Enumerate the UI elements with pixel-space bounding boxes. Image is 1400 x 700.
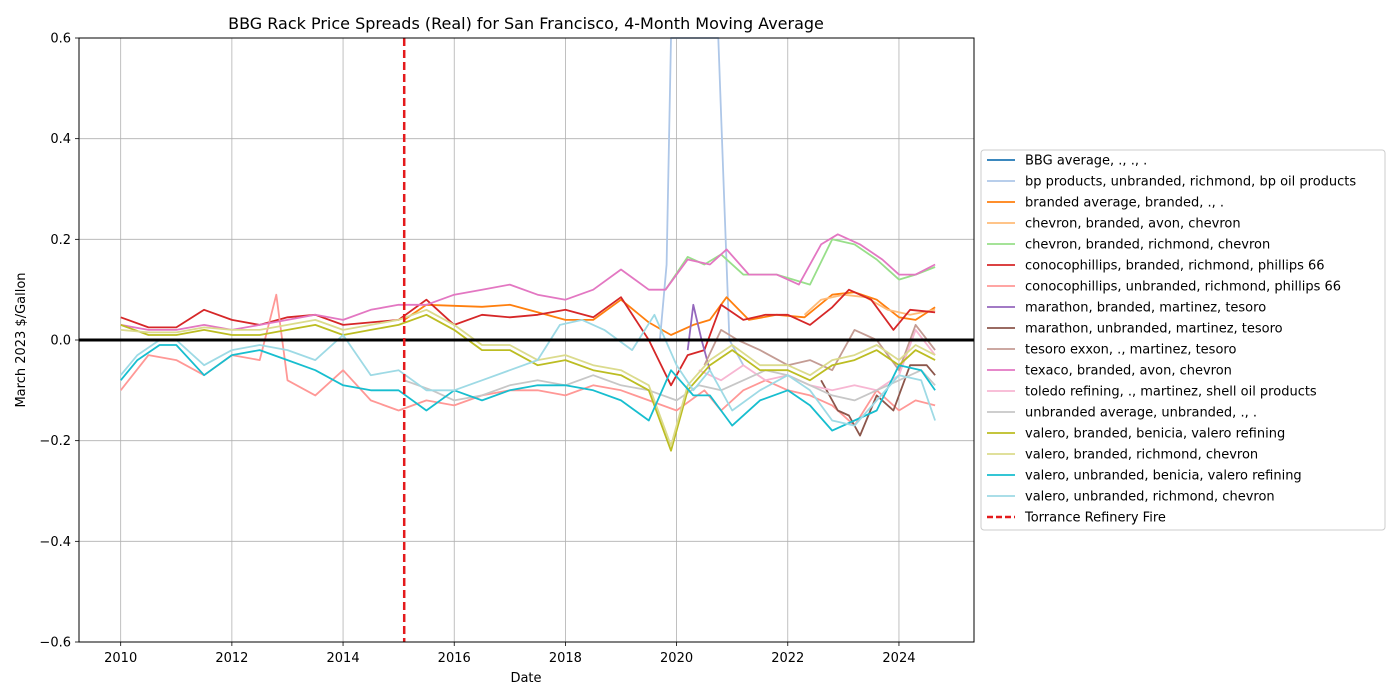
series-line: [120, 308, 936, 447]
series-line: [120, 313, 936, 452]
legend-label: valero, branded, benicia, valero refinin…: [1025, 427, 1285, 442]
legend-label: conocophillips, unbranded, richmond, phi…: [1025, 280, 1341, 295]
legend: BBG average, ., ., . bp products, unbrand…: [980, 149, 1386, 531]
legend-box: [980, 149, 1386, 531]
x-tick-label: 2022: [771, 651, 804, 666]
series-line: [119, 293, 936, 427]
x-tick-label: 2020: [660, 651, 693, 666]
legend-label: bp products, unbranded, richmond, bp oil…: [1025, 175, 1356, 190]
chart-title: BBG Rack Price Spreads (Real) for San Fr…: [228, 14, 824, 33]
y-tick-label: −0.2: [39, 434, 71, 449]
x-tick-label: 2014: [327, 651, 360, 666]
series-line: [120, 233, 936, 331]
series-line: [820, 364, 936, 437]
legend-label: tesoro exxon, ., martinez, tesoro: [1025, 343, 1236, 358]
series-line: [120, 313, 936, 427]
x-tick-label: 2024: [882, 651, 915, 666]
series-line: [120, 344, 936, 432]
legend-label: conocophillips, branded, richmond, phill…: [1025, 259, 1325, 274]
legend-label: valero, unbranded, richmond, chevron: [1025, 490, 1275, 505]
y-tick-label: 0.0: [50, 334, 71, 349]
x-tick-label: 2016: [438, 651, 471, 666]
legend-label: marathon, unbranded, martinez, tesoro: [1025, 322, 1283, 337]
tick-layer: 2010 2012 2014 2016 2018 2020 2022 2024 −0.6 −0.4…: [39, 32, 915, 667]
y-tick-label: −0.6: [39, 636, 71, 651]
legend-label: branded average, branded, ., .: [1025, 196, 1224, 211]
legend-label: texaco, branded, avon, chevron: [1025, 364, 1232, 379]
y-tick-label: 0.2: [50, 233, 71, 248]
x-axis-title: Date: [510, 671, 541, 686]
y-axis-title: March 2023 $/Gallon: [14, 272, 29, 407]
x-tick-label: 2010: [104, 651, 137, 666]
series-line: [698, 328, 936, 392]
legend-label: marathon, branded, martinez, tesoro: [1025, 301, 1266, 316]
x-tick-label: 2018: [549, 651, 582, 666]
legend-label: toledo refining, ., martinez, shell oil …: [1025, 385, 1317, 400]
legend-label: Torrance Refinery Fire: [1024, 511, 1166, 526]
legend-label: valero, unbranded, benicia, valero refin…: [1025, 469, 1302, 484]
y-tick-label: −0.4: [39, 535, 71, 550]
series-line: [664, 238, 936, 291]
legend-label: chevron, branded, richmond, chevron: [1025, 238, 1270, 253]
series-line: [403, 291, 936, 336]
legend-label: valero, branded, richmond, chevron: [1025, 448, 1258, 463]
series-line: [686, 303, 711, 371]
series-layer: [119, 37, 936, 452]
y-tick-label: 0.4: [50, 132, 71, 147]
overlay-layer: [79, 38, 974, 642]
series-line: [403, 369, 936, 402]
series-line: [659, 37, 745, 366]
legend-label: chevron, branded, avon, chevron: [1025, 217, 1241, 232]
x-tick-label: 2012: [215, 651, 248, 666]
series-line: [120, 288, 936, 387]
legend-label: BBG average, ., ., .: [1025, 154, 1147, 169]
legend-label: unbranded average, unbranded, ., .: [1025, 406, 1257, 421]
y-tick-label: 0.6: [50, 32, 71, 47]
